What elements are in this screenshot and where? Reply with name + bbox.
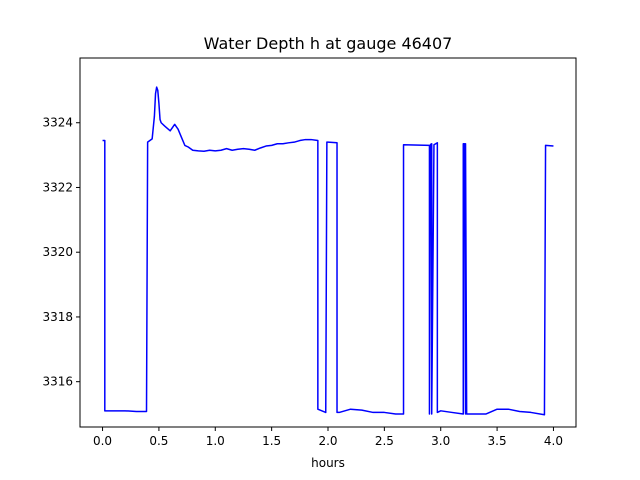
series-layer (102, 86, 554, 416)
chart-title: Water Depth h at gauge 46407 (204, 34, 453, 53)
x-tick-label: 1.0 (206, 434, 225, 448)
x-tick-label: 4.0 (544, 434, 563, 448)
plot-area (80, 58, 576, 427)
x-tick-label: 1.5 (262, 434, 281, 448)
x-tick-label: 3.5 (488, 434, 507, 448)
y-tick-label: 3320 (42, 245, 73, 259)
x-tick-label: 0.0 (93, 434, 112, 448)
x-tick-label: 2.0 (318, 434, 337, 448)
y-axis: 3316 3318 3320 3322 3324 (42, 116, 80, 389)
y-tick-label: 3322 (42, 180, 73, 194)
x-axis-label: hours (311, 456, 345, 470)
y-tick-label: 3316 (42, 375, 73, 389)
x-tick-label: 0.5 (149, 434, 168, 448)
x-tick-label: 2.5 (375, 434, 394, 448)
x-axis: 0.0 0.5 1.0 1.5 2.0 2.5 3.0 3.5 4.0 (93, 427, 563, 448)
y-tick-label: 3324 (42, 116, 73, 130)
series-line-0 (102, 86, 554, 416)
plot-background (80, 58, 576, 427)
y-tick-label: 3318 (42, 310, 73, 324)
x-tick-label: 3.0 (431, 434, 450, 448)
